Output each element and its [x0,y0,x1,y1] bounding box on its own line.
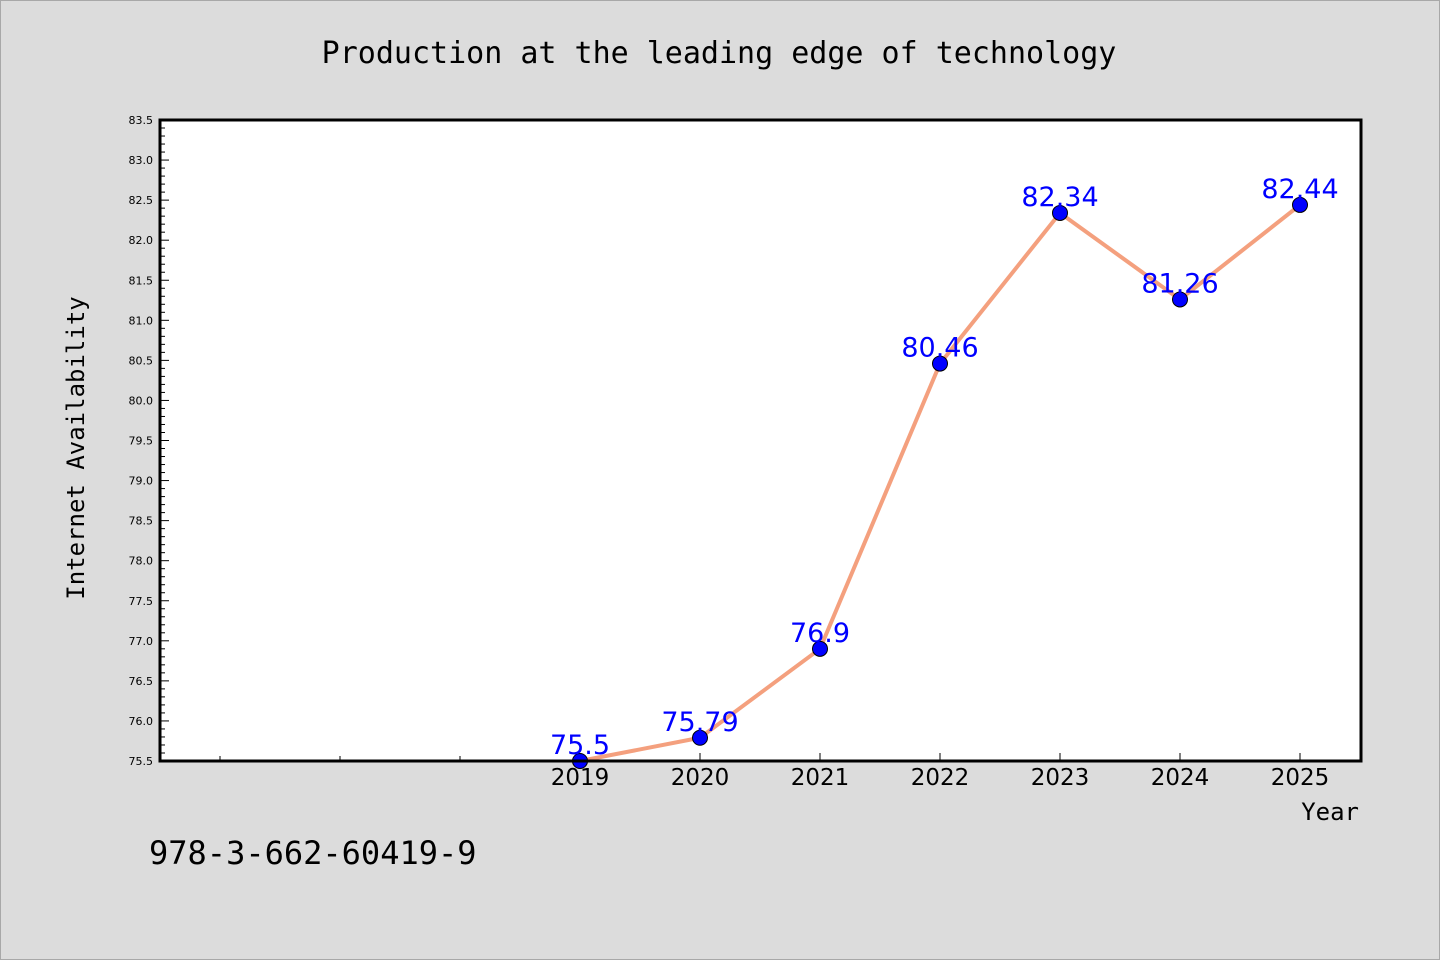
x-tick-label: 2022 [911,765,970,791]
y-tick-label: 78.0 [129,555,154,568]
series-line-group: 75.5 75.79 76.9 80.46 82.34 81.26 82.44 [550,174,1339,769]
plot-border [158,118,1363,763]
x-axis-label: Year [1301,798,1359,826]
y-tick-label: 80.0 [129,394,154,407]
y-tick-label: 77.5 [129,595,154,608]
footer-identifier: 978-3-662-60419-9 [149,834,477,872]
data-point [812,640,828,657]
y-axis: 75.5 76.0 76.5 77.0 77.5 78.0 78.5 79.0 79.5 80.0… [129,114,169,768]
data-label: 76.9 [790,618,850,649]
x-tick-label: 2019 [551,765,610,791]
y-tick-label: 76.0 [129,715,154,728]
data-point [1292,196,1308,213]
y-tick-label: 77.0 [129,635,154,648]
data-label: 81.26 [1141,268,1218,299]
data-point [1172,291,1188,308]
y-tick-label: 80.5 [129,354,154,367]
y-tick-label: 83.5 [129,114,154,127]
y-tick-label: 79.0 [129,475,154,488]
data-point [692,729,708,746]
chart-title: Production at the leading edge of techno… [322,36,1117,71]
data-point [932,355,948,372]
plot-area [160,120,1361,761]
data-label: 75.79 [661,707,738,738]
x-tick-label: 2023 [1031,765,1090,791]
y-axis-label: Internet Availability [62,296,90,599]
data-label: 80.46 [901,333,978,364]
data-label: 82.34 [1021,182,1098,213]
data-label: 82.44 [1261,174,1338,205]
y-tick-label: 75.5 [129,755,154,768]
x-tick-label: 2024 [1151,765,1210,791]
y-tick-label: 83.0 [129,154,154,167]
data-point [1052,204,1068,221]
y-tick-label: 79.5 [129,435,154,448]
x-tick-label: 2020 [671,765,730,791]
y-tick-label: 76.5 [129,675,154,688]
x-tick-label: 2021 [791,765,850,791]
x-tick-label: 2025 [1271,765,1330,791]
y-tick-label: 81.0 [129,314,154,327]
data-label: 75.5 [550,730,610,761]
y-tick-label: 81.5 [129,274,154,287]
y-tick-label: 82.5 [129,194,154,207]
y-tick-label: 82.0 [129,234,154,247]
y-tick-label: 78.5 [129,515,154,528]
